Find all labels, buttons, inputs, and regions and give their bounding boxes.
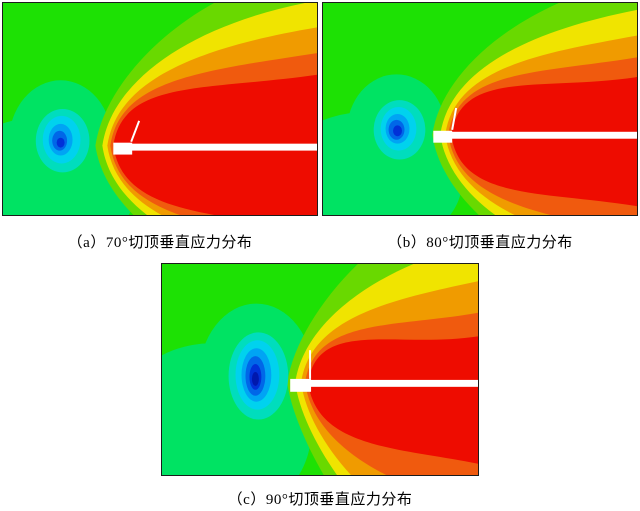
- caption-panel-c: （c）90°切顶垂直应力分布: [227, 492, 413, 508]
- caption-panel-b: （b）80°切顶垂直应力分布: [387, 235, 573, 251]
- contour-panel-70deg: [2, 2, 318, 216]
- contour-panel-90deg: [161, 263, 479, 476]
- contour-panel-80deg: [322, 2, 638, 216]
- stress-contour-plot-70deg: [3, 3, 317, 215]
- caption-panel-a: （a）70°切顶垂直应力分布: [67, 235, 253, 251]
- stress-contour-plot-80deg: [323, 3, 637, 215]
- stress-contour-plot-90deg: [162, 264, 478, 475]
